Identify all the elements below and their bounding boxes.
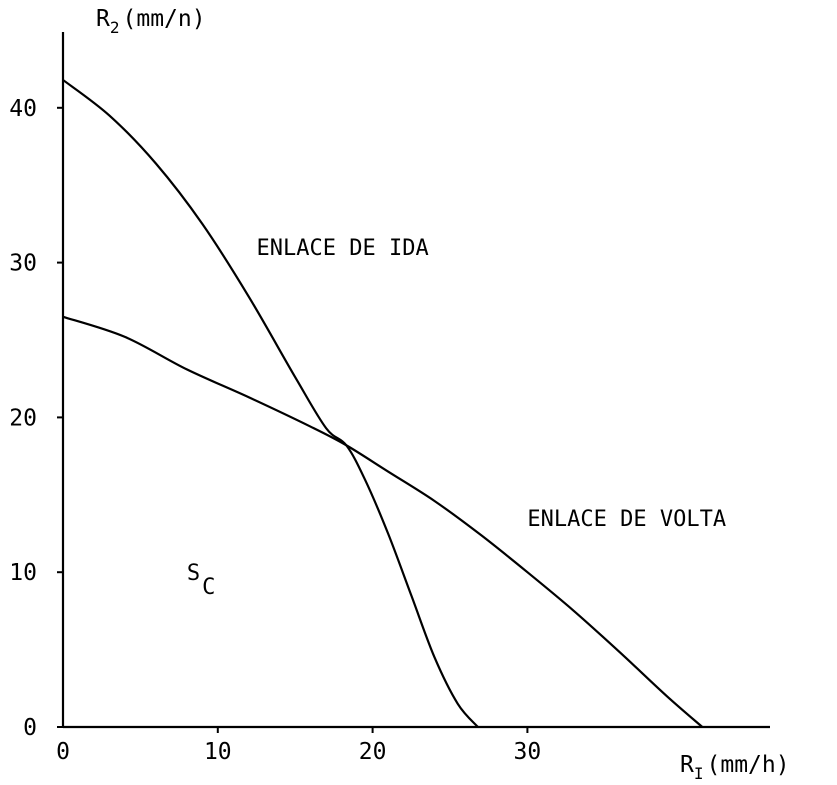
series-line-enlace-de-ida <box>62 79 479 728</box>
y-tick-label: 0 <box>23 715 37 741</box>
x-tick-label: 10 <box>204 739 232 765</box>
annotations: ENLACE DE IDA ENLACE DE VOLTA SC <box>187 236 726 600</box>
y-tick-label: 10 <box>9 560 37 586</box>
annotation-s: SC <box>187 561 216 600</box>
series-group <box>62 79 704 728</box>
annotation-enlace-de-ida: ENLACE DE IDA <box>257 236 429 261</box>
x-tick-label: 20 <box>359 739 387 765</box>
axes <box>61 32 770 729</box>
x-tick-label: 0 <box>56 739 70 765</box>
x-axis-title: RI (mm/h) <box>680 752 790 783</box>
annotation-enlace-de-volta: ENLACE DE VOLTA <box>527 507 726 532</box>
ticks: 0 10 20 30 40 0 10 20 30 <box>9 96 541 765</box>
series-line-enlace-de-volta <box>62 315 704 728</box>
y-tick-label: 40 <box>9 96 37 122</box>
y-tick-label: 20 <box>9 405 37 431</box>
x-tick-label: 30 <box>514 739 542 765</box>
y-tick-label: 30 <box>9 251 37 277</box>
y-axis-title: R2 (mm/n) <box>96 6 206 37</box>
